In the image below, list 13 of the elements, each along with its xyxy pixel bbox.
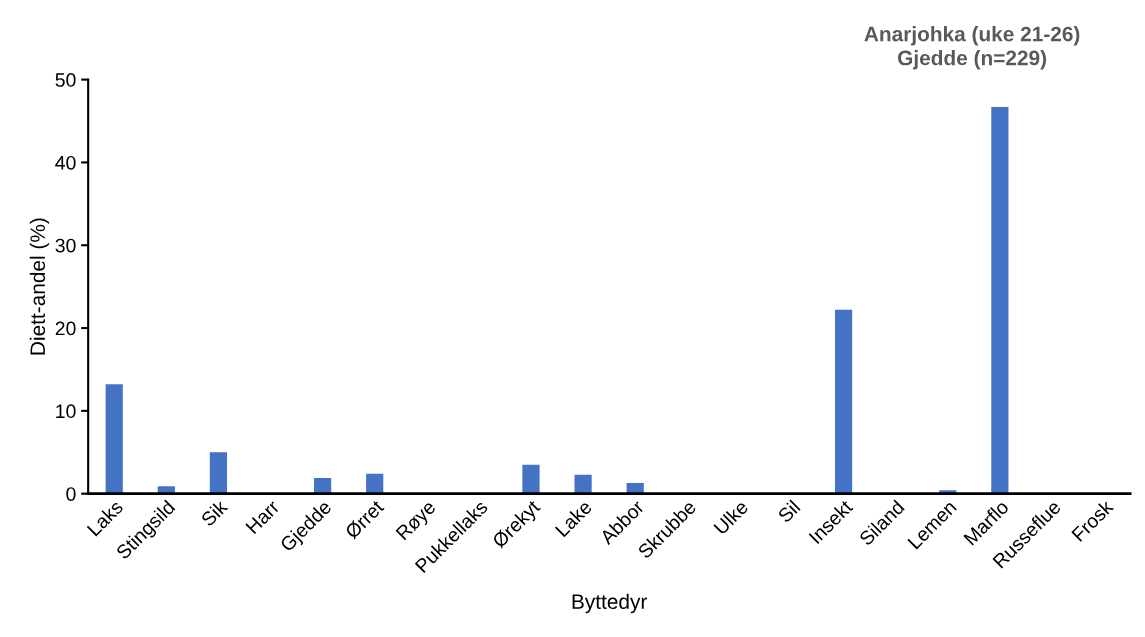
x-tick-label: Harr (245, 499, 281, 535)
y-axis-title: Diett-andel (%) (29, 218, 50, 355)
y-tick-label: 30 (55, 238, 76, 253)
x-tick-label: Sil (776, 499, 801, 524)
y-tick-label: 10 (56, 404, 76, 419)
x-axis-title: Byttedyr (572, 593, 647, 614)
y-tick-label: 0 (66, 487, 76, 501)
chart-title: Anarjohka (uke 21-26) Gjedde (n=229) (864, 26, 1080, 70)
y-tick-label: 20 (55, 321, 76, 336)
x-tick-label: Sik (199, 498, 229, 528)
y-tick-label: 40 (55, 155, 76, 170)
y-tick-label: 50 (55, 73, 76, 87)
x-tick-label: Ulke (712, 499, 749, 536)
